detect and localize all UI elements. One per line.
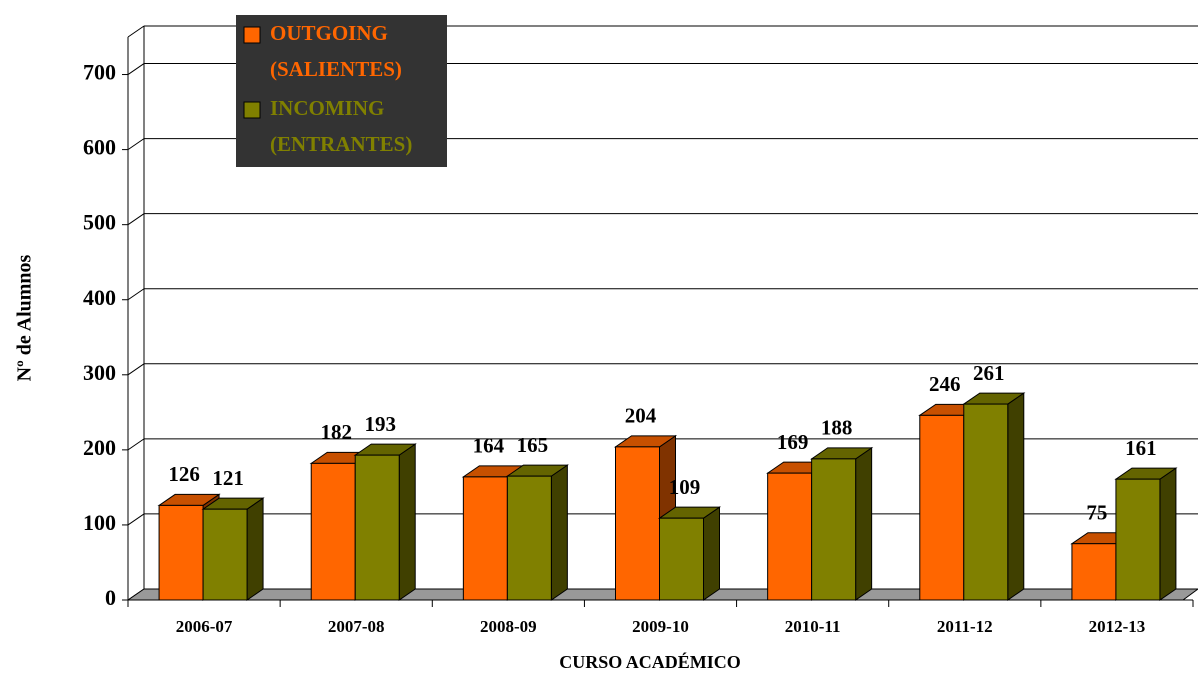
legend-label-line: (ENTRANTES) bbox=[270, 132, 412, 156]
x-tick-label: 2010-11 bbox=[785, 617, 841, 636]
bar-side bbox=[703, 506, 720, 601]
bar-side bbox=[1007, 392, 1025, 601]
bar bbox=[310, 462, 356, 601]
value-label: 204 bbox=[625, 404, 657, 428]
grid-line-side bbox=[127, 288, 145, 301]
bar bbox=[506, 475, 552, 601]
bar bbox=[811, 458, 857, 601]
bar-side bbox=[855, 446, 873, 601]
x-tick-label: 2006-07 bbox=[176, 617, 233, 636]
x-tick-label: 2007-08 bbox=[328, 617, 385, 636]
bar bbox=[158, 504, 204, 601]
bar bbox=[615, 446, 660, 601]
grid-line-side bbox=[127, 213, 145, 226]
y-tick-label: 100 bbox=[83, 510, 116, 535]
bar-side bbox=[1159, 467, 1177, 601]
bar bbox=[354, 454, 400, 601]
value-label: 193 bbox=[364, 412, 396, 436]
legend-label-line: OUTGOING bbox=[270, 21, 388, 45]
grid-line-side bbox=[127, 438, 145, 451]
x-tick-label: 2008-09 bbox=[480, 617, 537, 636]
y-axis-title: Nº de Alumnos bbox=[14, 254, 36, 381]
y-tick-label: 400 bbox=[83, 285, 116, 310]
value-label: 182 bbox=[320, 420, 352, 444]
y-tick-label: 0 bbox=[105, 585, 116, 610]
grid-line-side bbox=[127, 513, 145, 526]
legend-swatch bbox=[243, 26, 261, 44]
value-label: 161 bbox=[1125, 436, 1157, 460]
value-label: 75 bbox=[1086, 501, 1107, 525]
value-label: 188 bbox=[821, 416, 853, 440]
value-label: 121 bbox=[212, 466, 244, 490]
x-tick-label: 2011-12 bbox=[937, 617, 993, 636]
bar bbox=[767, 472, 813, 601]
legend-box bbox=[236, 15, 447, 167]
bar bbox=[1071, 543, 1117, 601]
bar bbox=[462, 476, 508, 601]
legend-label: OUTGOING (SALIENTES) bbox=[270, 21, 402, 81]
grid-line-side bbox=[127, 63, 145, 75]
x-axis-title: CURSO ACADÉMICO bbox=[559, 651, 741, 672]
y-tick-label: 600 bbox=[83, 135, 116, 160]
bar-side bbox=[550, 464, 568, 601]
y-tick-label: 200 bbox=[83, 435, 116, 460]
value-label: 164 bbox=[473, 434, 505, 458]
x-tick-label: 2012-13 bbox=[1089, 617, 1146, 636]
legend-label: INCOMING (ENTRANTES) bbox=[270, 96, 412, 156]
bar bbox=[1115, 478, 1161, 601]
bar-side bbox=[246, 497, 264, 601]
value-label: 165 bbox=[517, 433, 549, 457]
grid-line-side bbox=[127, 363, 145, 376]
legend-swatch bbox=[243, 101, 261, 119]
legend-label-line: (SALIENTES) bbox=[270, 57, 402, 81]
value-label: 169 bbox=[777, 430, 809, 454]
y-tick-label: 700 bbox=[83, 60, 116, 85]
grid-line-side bbox=[127, 138, 145, 151]
bar bbox=[202, 508, 248, 601]
legend-label-line: INCOMING bbox=[270, 96, 384, 120]
y-tick-label: 300 bbox=[83, 360, 116, 385]
x-tick-label: 2009-10 bbox=[632, 617, 689, 636]
value-label: 246 bbox=[929, 372, 961, 396]
bar bbox=[659, 517, 704, 601]
side-wall-top bbox=[127, 25, 145, 38]
value-label: 261 bbox=[973, 361, 1005, 385]
value-label: 126 bbox=[168, 462, 200, 486]
value-label: 109 bbox=[669, 475, 701, 499]
legend: OUTGOING (SALIENTES) INCOMING (ENTRANTES) bbox=[236, 15, 447, 167]
bar bbox=[963, 403, 1009, 601]
bar bbox=[919, 414, 965, 601]
bar-side bbox=[398, 443, 416, 601]
y-tick-label: 500 bbox=[83, 210, 116, 235]
